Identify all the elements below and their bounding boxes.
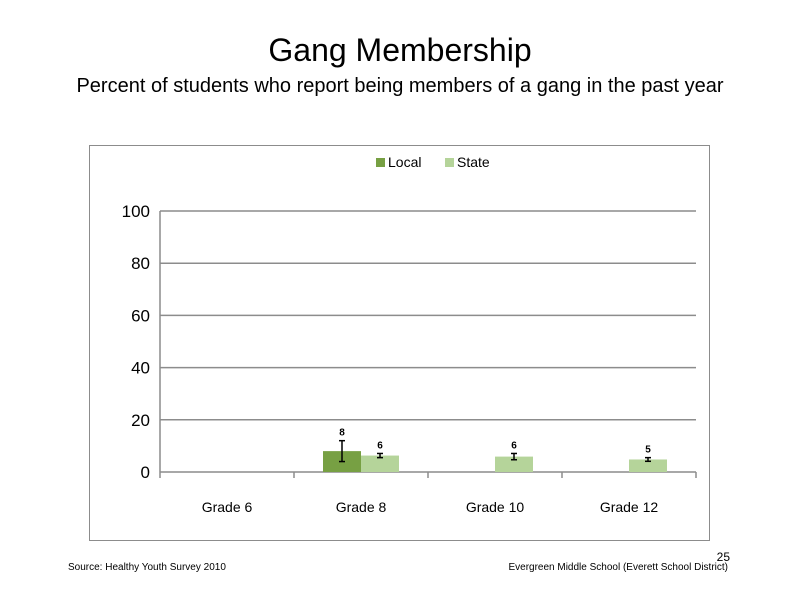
data-label: 6 — [377, 440, 383, 451]
x-tick-label: Grade 10 — [466, 499, 525, 515]
y-tick-label: 40 — [131, 359, 150, 378]
data-label: 6 — [511, 440, 517, 451]
slide-title: Gang Membership — [268, 32, 532, 68]
x-tick-label: Grade 8 — [336, 499, 387, 515]
x-tick-label: Grade 6 — [202, 499, 253, 515]
y-tick-label: 100 — [122, 202, 150, 221]
bar — [495, 456, 533, 472]
legend-label: State — [457, 154, 490, 170]
y-tick-label: 60 — [131, 306, 150, 325]
data-label: 8 — [339, 428, 345, 439]
x-tick-label: Grade 12 — [600, 499, 659, 515]
footer-school: Evergreen Middle School (Everett School … — [508, 562, 728, 573]
bar — [629, 459, 667, 472]
footer-source: Source: Healthy Youth Survey 2010 — [68, 562, 226, 573]
legend-swatch — [376, 158, 385, 167]
y-tick-label: 20 — [131, 411, 150, 430]
slide-subtitle: Percent of students who report being mem… — [76, 75, 724, 97]
y-tick-label: 0 — [141, 463, 150, 482]
page-number: 25 — [716, 550, 730, 564]
chart-frame: 0 20 40 60 80 100 Grade 6 Grade 8 Grade 10 Grade … — [89, 145, 710, 541]
y-tick-label: 80 — [131, 254, 150, 273]
chart-svg: 0 20 40 60 80 100 Grade 6 Grade 8 Grade 10 Grade … — [122, 154, 697, 515]
legend-swatch — [445, 158, 454, 167]
data-label: 5 — [645, 445, 651, 456]
bar — [361, 455, 399, 472]
legend-label: Local — [388, 154, 421, 170]
